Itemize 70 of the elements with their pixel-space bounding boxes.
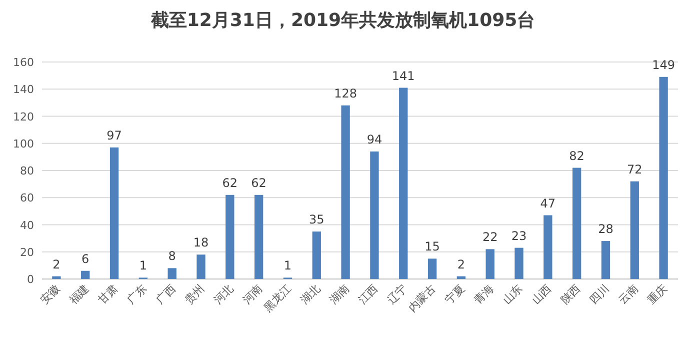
data-label: 6	[82, 252, 90, 266]
y-tick-label: 100	[13, 137, 34, 150]
bar	[630, 181, 639, 279]
bar	[601, 241, 610, 279]
bar	[544, 215, 552, 279]
data-label: 72	[626, 162, 642, 176]
y-tick-label: 140	[13, 83, 34, 96]
y-tick-label: 80	[20, 164, 34, 178]
x-tick-label: 甘肃	[96, 282, 120, 307]
bar	[254, 194, 264, 279]
y-tick-label: 120	[13, 110, 34, 124]
x-tick-label: 湖北	[298, 282, 323, 307]
x-tick-label: 广西	[153, 282, 178, 307]
bar	[312, 232, 321, 279]
x-tick-label: 四川	[587, 282, 612, 307]
x-tick-label: 安徽	[38, 282, 63, 307]
data-label: 28	[598, 222, 614, 236]
bar	[514, 248, 524, 279]
data-label: 62	[222, 176, 238, 190]
x-tick-label: 江西	[356, 282, 381, 307]
bar	[572, 168, 582, 279]
y-tick-label: 20	[20, 246, 34, 259]
data-label: 2	[52, 257, 60, 272]
x-tick-label: 云南	[616, 282, 641, 307]
bar	[341, 105, 350, 279]
bar	[81, 270, 90, 279]
bar	[226, 194, 234, 279]
data-label: 141	[392, 68, 415, 83]
x-tick-label: 福建	[66, 282, 92, 307]
bar	[52, 276, 61, 279]
bar	[399, 88, 408, 279]
bar	[456, 276, 466, 279]
data-label: 47	[540, 196, 556, 210]
data-label: 149	[652, 58, 675, 72]
x-tick-label: 山东	[500, 282, 526, 307]
data-label: 18	[193, 236, 209, 250]
data-label: 23	[511, 228, 527, 243]
x-tick-label: 宁夏	[442, 282, 468, 307]
y-tick-label: 60	[20, 192, 34, 205]
x-tick-label: 陕西	[558, 282, 583, 307]
data-label: 2	[457, 257, 465, 272]
y-tick-label: 0	[27, 273, 34, 286]
data-label: 62	[251, 176, 266, 190]
x-tick-label: 青海	[471, 282, 496, 307]
x-tick-label: 山西	[529, 282, 554, 307]
title: 截至12月31日，2019年共发放制氧机1095台	[150, 10, 536, 31]
bar	[370, 152, 379, 279]
data-label: 35	[308, 212, 324, 227]
x-tick-label: 贵州	[182, 282, 208, 307]
x-tick-label: 重庆	[644, 282, 670, 307]
bar	[486, 249, 494, 279]
bar	[428, 258, 437, 279]
bar	[168, 268, 176, 279]
x-tick-label: 广东	[124, 282, 150, 307]
data-label: 8	[168, 249, 176, 264]
bar	[659, 76, 668, 279]
data-label: 22	[482, 230, 498, 244]
data-label: 82	[569, 148, 584, 163]
data-label: 94	[366, 132, 382, 147]
data-label: 97	[106, 128, 122, 142]
data-label: 15	[424, 240, 440, 254]
bar	[196, 254, 206, 279]
x-tick-label: 河北	[211, 282, 236, 307]
data-label: 1	[284, 258, 292, 273]
y-tick-label: 160	[13, 56, 34, 69]
x-tick-label: 湖南	[326, 282, 352, 307]
y-tick-label: 40	[20, 218, 34, 232]
data-label: 1	[139, 258, 147, 273]
data-label: 128	[334, 86, 357, 100]
bar	[110, 147, 119, 279]
